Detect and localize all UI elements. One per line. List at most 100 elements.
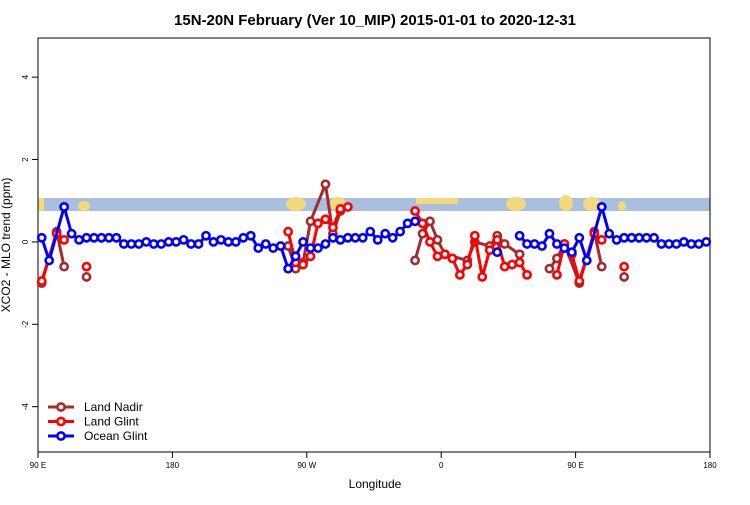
- data-point: [156, 239, 167, 249]
- data-point: [477, 272, 488, 282]
- data-point: [313, 218, 323, 229]
- legend-marker: [56, 416, 66, 427]
- data-point: [208, 237, 219, 247]
- data-point: [342, 201, 353, 212]
- x-tick-label: 90 E: [30, 461, 46, 470]
- data-point: [313, 243, 323, 253]
- data-point: [171, 237, 182, 247]
- data-point: [454, 269, 465, 280]
- legend-marker: [56, 431, 66, 441]
- data-point: [514, 249, 525, 260]
- x-tick-label: 180: [166, 461, 180, 470]
- data-point: [514, 257, 525, 268]
- data-point: [193, 239, 204, 249]
- data-point: [499, 261, 510, 272]
- data-point: [522, 269, 532, 280]
- data-point: [163, 237, 174, 247]
- data-point: [201, 230, 211, 241]
- data-point: [402, 218, 413, 229]
- data-point: [111, 232, 122, 243]
- data-point: [440, 249, 450, 260]
- chart-title: 15N-20N February (Ver 10_MIP) 2015-01-01…: [174, 12, 576, 29]
- data-point: [649, 232, 659, 243]
- data-point: [484, 245, 495, 256]
- data-point: [559, 243, 570, 253]
- strip-land: [38, 198, 44, 211]
- data-point: [89, 232, 99, 243]
- data-point: [701, 237, 712, 247]
- data-point: [253, 243, 264, 253]
- data-point: [678, 237, 689, 247]
- data-point: [44, 255, 55, 266]
- data-point: [514, 230, 525, 241]
- y-tick-label: -2: [21, 320, 30, 328]
- data-point: [298, 259, 308, 270]
- data-point: [544, 263, 555, 274]
- data-point: [305, 251, 316, 262]
- data-point: [186, 239, 196, 249]
- data-point: [619, 272, 630, 282]
- data-point: [552, 269, 562, 280]
- data-point: [462, 259, 473, 270]
- data-point: [619, 261, 630, 272]
- strip-land: [416, 198, 458, 204]
- data-point: [619, 232, 630, 243]
- strip-land: [618, 201, 626, 211]
- data-point: [335, 234, 346, 245]
- x-tick-label: 0: [439, 461, 444, 470]
- data-point: [104, 232, 114, 243]
- data-point: [380, 228, 391, 239]
- data-point: [223, 237, 234, 247]
- data-point: [604, 228, 615, 239]
- data-point: [499, 239, 510, 249]
- strip-land: [286, 197, 306, 211]
- y-tick-label: -4: [21, 403, 30, 411]
- data-point: [686, 239, 697, 249]
- location-strip: [38, 195, 710, 211]
- data-point: [283, 263, 294, 274]
- data-point: [36, 276, 47, 286]
- data-point: [66, 228, 77, 239]
- data-point: [238, 232, 249, 243]
- strip-land: [583, 197, 601, 211]
- legend-marker: [56, 402, 66, 412]
- data-point: [141, 237, 152, 247]
- data-point: [574, 276, 585, 286]
- data-point: [537, 241, 547, 251]
- data-point: [118, 239, 129, 249]
- data-point: [641, 232, 652, 243]
- data-point: [492, 247, 503, 258]
- x-tick-label: 90 W: [297, 461, 316, 470]
- data-point: [417, 228, 428, 239]
- data-point: [245, 230, 256, 241]
- data-point: [574, 232, 585, 243]
- data-point: [492, 234, 503, 245]
- data-point: [283, 226, 294, 237]
- legend-label: Land Nadir: [84, 400, 143, 414]
- strip-land: [559, 195, 573, 211]
- data-point: [275, 241, 286, 251]
- data-point: [432, 251, 443, 262]
- data-point: [126, 239, 137, 249]
- data-point: [596, 201, 607, 212]
- data-point: [328, 232, 338, 243]
- data-point: [357, 232, 368, 243]
- data-point: [268, 243, 279, 253]
- x-tick-label: 90 E: [567, 461, 583, 470]
- y-tick-label: 2: [21, 157, 30, 162]
- data-point: [552, 253, 562, 264]
- data-point: [469, 230, 480, 241]
- strip-ocean: [38, 198, 710, 211]
- data-point: [59, 201, 70, 212]
- data-point: [566, 247, 577, 258]
- data-point: [529, 239, 540, 249]
- data-point: [387, 232, 398, 243]
- data-point: [425, 237, 435, 247]
- data-point: [544, 228, 555, 239]
- data-point: [634, 232, 644, 243]
- y-tick-label: 0: [21, 239, 30, 244]
- x-tick-label: 180: [703, 461, 717, 470]
